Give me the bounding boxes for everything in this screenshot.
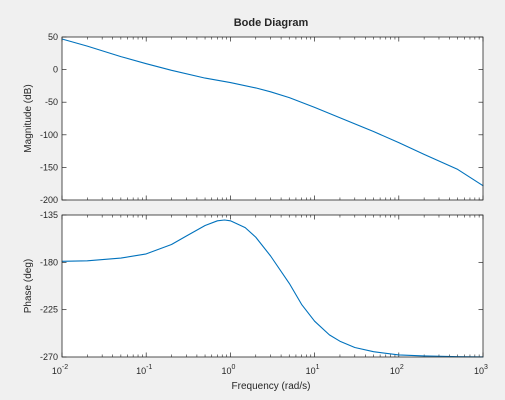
x-tick-label-base: 10	[474, 366, 484, 376]
magnitude-y-axis-label: Magnitude (dB)	[23, 84, 34, 152]
x-tick-label-base: 10	[306, 366, 316, 376]
phase-y-tick-label: -135	[40, 210, 58, 220]
magnitude-y-tick-label: -50	[45, 97, 58, 107]
phase-axes-frame	[61, 214, 484, 358]
magnitude-axes-frame	[61, 36, 484, 201]
phase-y-tick-label: -180	[40, 257, 58, 267]
phase-axes: -135 -180 -225 -270 Phase (deg)	[23, 210, 484, 362]
phase-line	[61, 219, 484, 358]
chart-title: Bode Diagram	[234, 17, 309, 29]
x-tick-label-base: 10	[390, 366, 400, 376]
x-tick-label: 102	[390, 364, 404, 376]
x-tick-label-base: 10	[52, 366, 62, 376]
magnitude-y-tick-label: -200	[40, 195, 58, 205]
x-tick-label: 10-2	[52, 364, 68, 376]
phase-y-tick-label: -225	[40, 305, 58, 315]
magnitude-y-tick-label: 50	[48, 32, 58, 42]
phase-y-tick-label: -270	[40, 352, 58, 362]
x-tick-label: 101	[306, 364, 320, 376]
x-tick-label: 100	[221, 364, 235, 376]
x-tick-label-exponent: 3	[484, 364, 488, 371]
x-tick-label-exponent: -1	[146, 364, 152, 371]
x-tick-label-exponent: 2	[400, 364, 404, 371]
phase-plot-area	[62, 215, 483, 357]
x-tick-label-exponent: 1	[316, 364, 320, 371]
x-axis-label: Frequency (rad/s)	[232, 381, 311, 392]
x-tick-label: 10-1	[136, 364, 152, 376]
x-tick-label: 103	[474, 364, 488, 376]
magnitude-line	[61, 38, 484, 187]
magnitude-y-tick-label: 0	[53, 65, 58, 75]
x-tick-label-exponent: -2	[62, 364, 68, 371]
magnitude-axes: 50 0 -50 -100 -150 -200 Magnitude (dB)	[23, 32, 484, 205]
magnitude-y-tick-label: -150	[40, 162, 58, 172]
x-tick-label-exponent: 0	[231, 364, 235, 371]
phase-y-axis-label: Phase (deg)	[23, 259, 34, 313]
magnitude-plot-area	[62, 37, 483, 200]
x-tick-label-base: 10	[221, 366, 231, 376]
magnitude-y-tick-label: -100	[40, 130, 58, 140]
x-tick-label-base: 10	[136, 366, 146, 376]
